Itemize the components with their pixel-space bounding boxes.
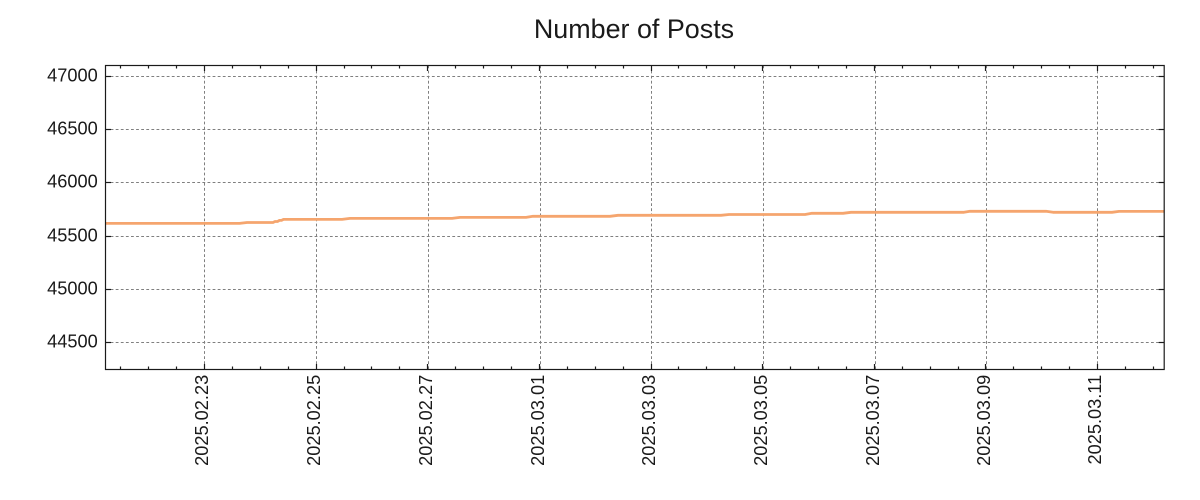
- svg-text:2025.03.09: 2025.03.09: [974, 375, 994, 466]
- svg-text:2025.02.25: 2025.02.25: [304, 375, 324, 466]
- svg-text:2025.02.27: 2025.02.27: [416, 375, 436, 466]
- svg-text:47000: 47000: [47, 66, 98, 86]
- svg-text:Number of Posts: Number of Posts: [534, 14, 734, 44]
- svg-text:2025.03.01: 2025.03.01: [528, 375, 548, 466]
- svg-text:2025.03.05: 2025.03.05: [751, 375, 771, 466]
- svg-text:46500: 46500: [47, 119, 98, 139]
- svg-text:45000: 45000: [47, 279, 98, 299]
- svg-text:2025.03.11: 2025.03.11: [1085, 375, 1105, 465]
- svg-text:44500: 44500: [47, 332, 98, 352]
- svg-text:45500: 45500: [47, 226, 98, 246]
- svg-text:46000: 46000: [47, 172, 98, 192]
- svg-text:2025.02.23: 2025.02.23: [192, 375, 212, 466]
- svg-text:2025.03.07: 2025.03.07: [863, 375, 883, 466]
- svg-text:2025.03.03: 2025.03.03: [639, 375, 659, 466]
